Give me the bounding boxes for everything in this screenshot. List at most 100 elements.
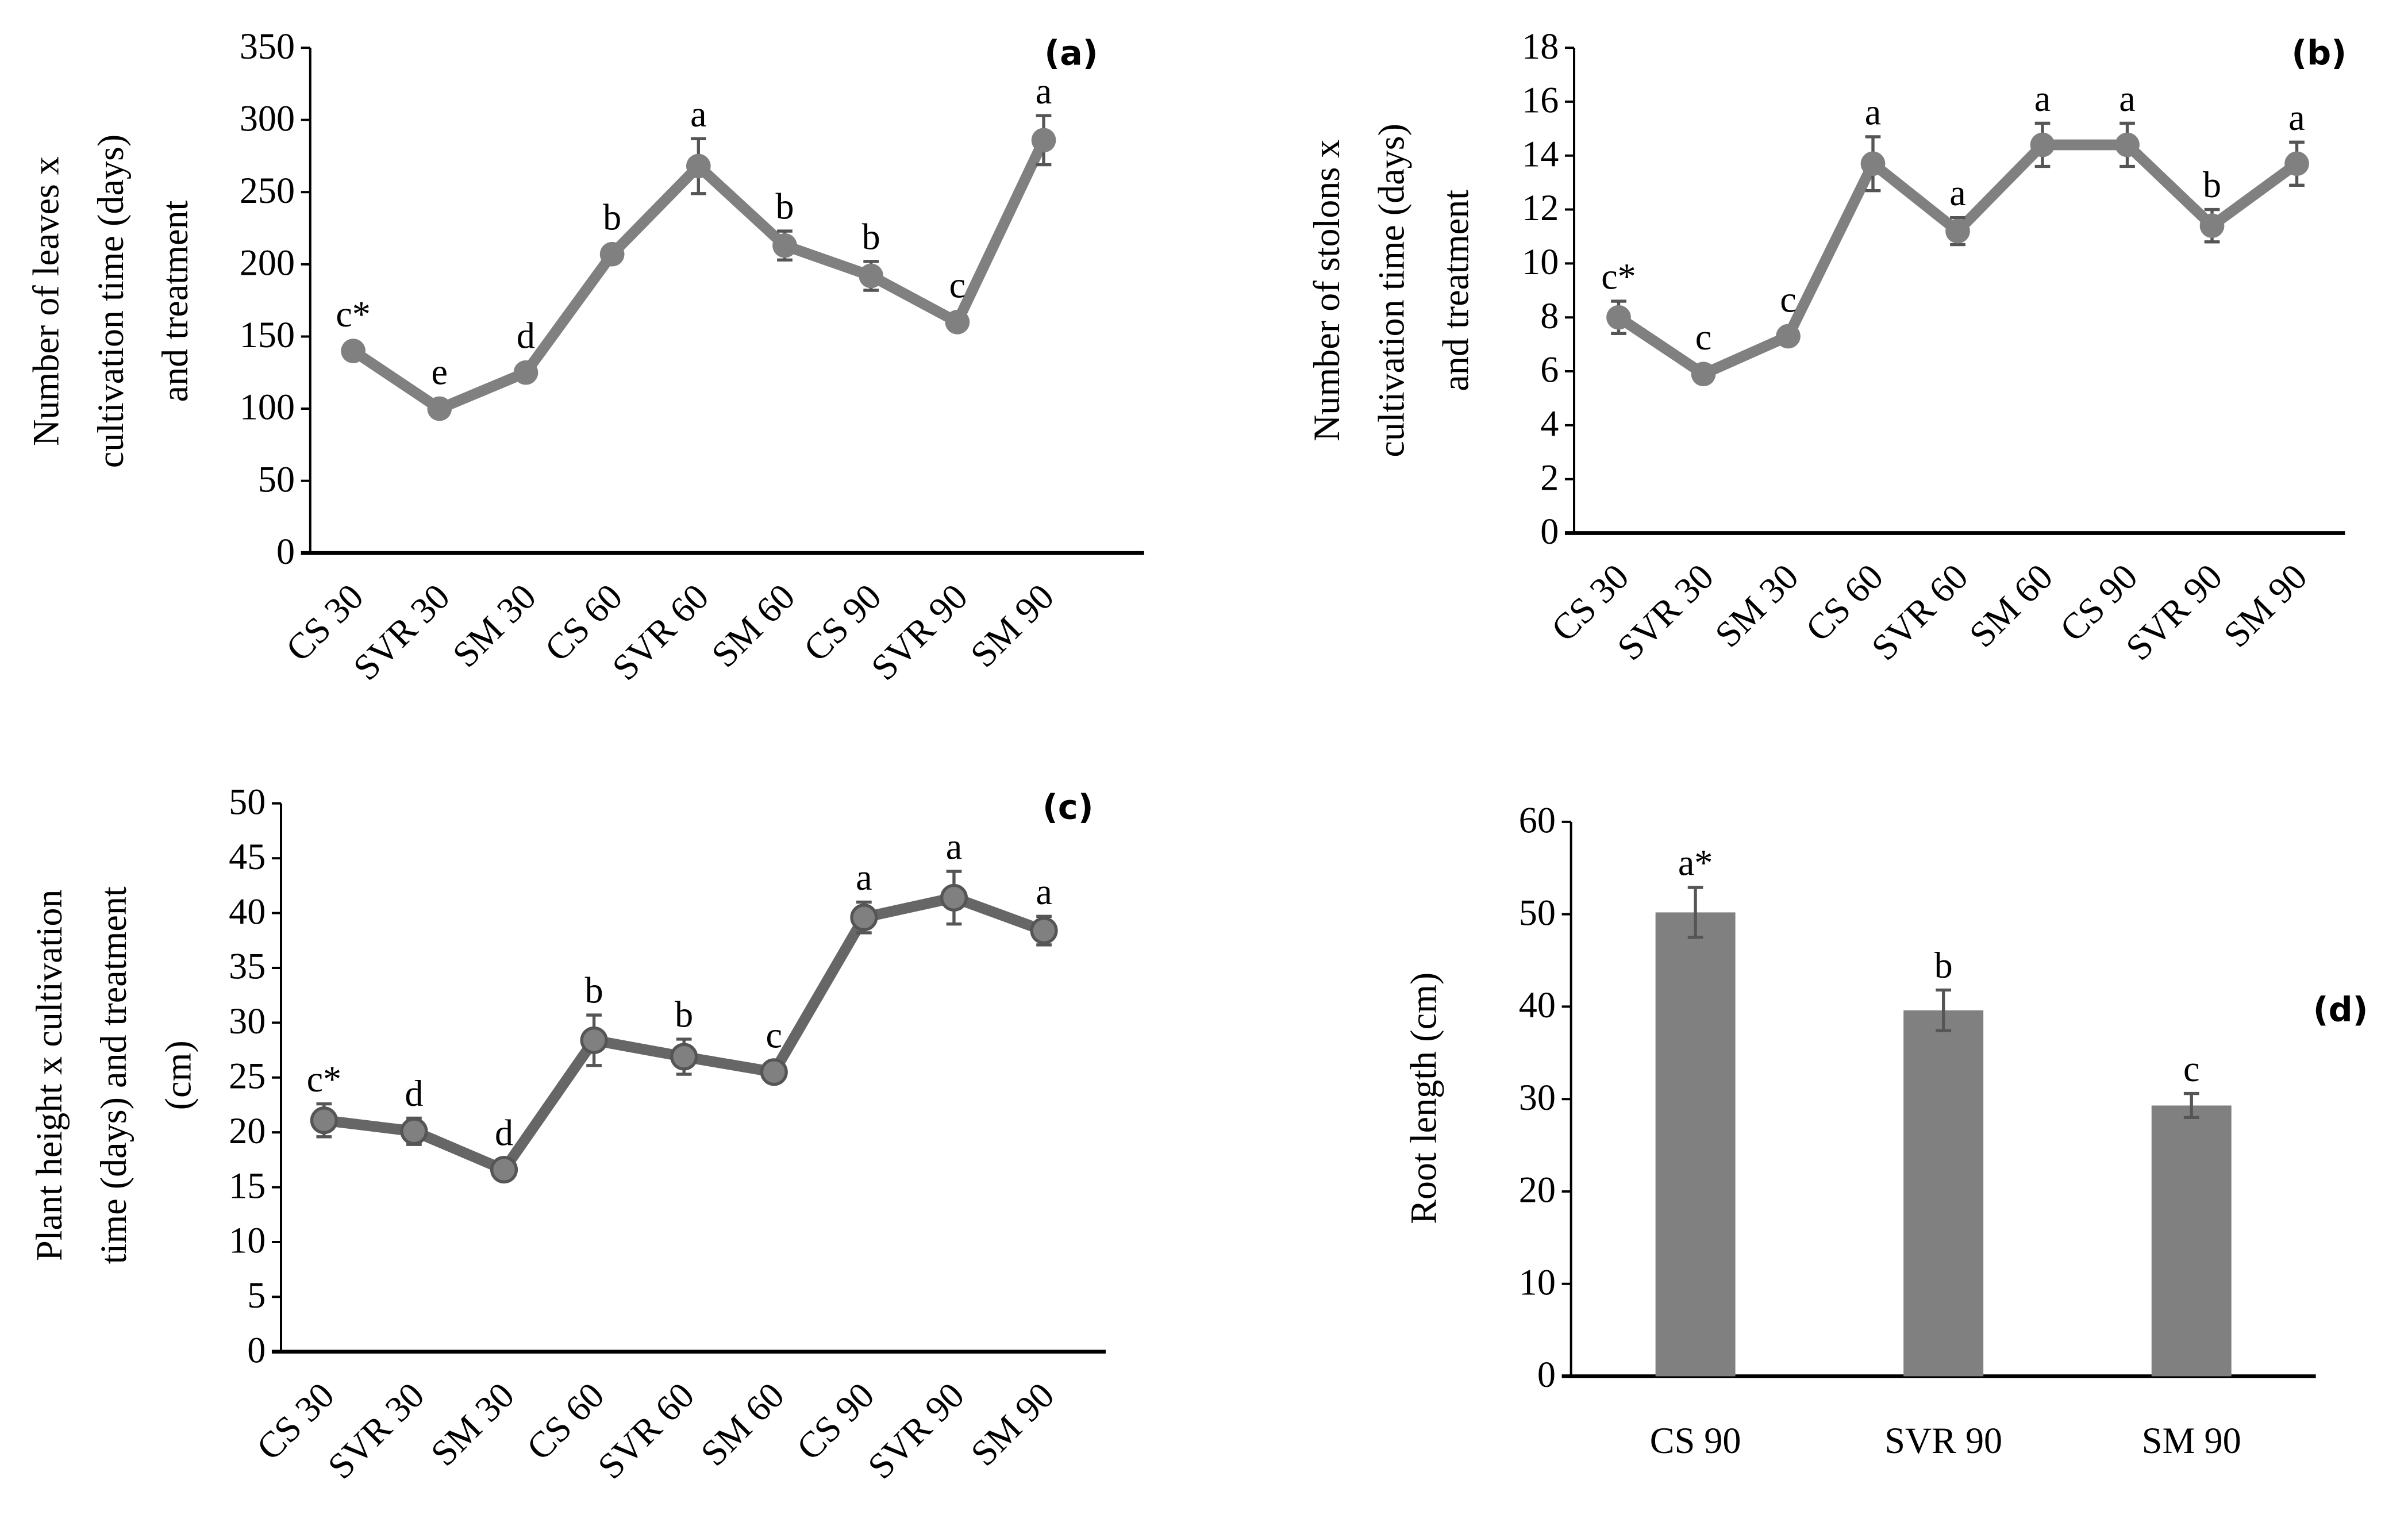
x-tick-label: SM 90	[963, 1375, 1061, 1474]
data-point	[490, 1156, 518, 1184]
x-tick-label: SM 90	[963, 576, 1061, 675]
x-tick-label: SVR 30	[345, 576, 457, 688]
significance-letter: a	[2119, 78, 2135, 119]
panel-label: (b)	[2291, 33, 2347, 72]
significance-letter: d	[495, 1112, 513, 1153]
data-point	[945, 309, 970, 335]
y-axis-label: cultivation time (days)	[1371, 124, 1411, 458]
y-tick-label: 8	[1540, 295, 1559, 336]
significance-letter: d	[517, 315, 535, 356]
y-tick-label: 50	[258, 459, 295, 499]
x-tick-label: SM 60	[703, 576, 802, 675]
x-tick-label: SVR 90	[2118, 556, 2230, 668]
y-tick-label: 0	[1537, 1354, 1556, 1395]
chart-panel-1: 0 2 4 6 8 10 12 14 16 18 Number of stolons x cultiv…	[1306, 26, 2347, 668]
significance-letter: c	[949, 265, 965, 306]
significance-letter: a	[2034, 78, 2051, 119]
y-tick-label: 20	[229, 1110, 266, 1151]
y-tick-label: 16	[1522, 80, 1559, 121]
data-point	[427, 396, 452, 421]
x-tick-label: SM 60	[1961, 556, 2060, 655]
y-tick-label: 250	[240, 170, 295, 211]
y-axis-label: Plant height x cultivation	[29, 890, 70, 1262]
data-point	[1691, 362, 1716, 387]
data-point	[2284, 151, 2309, 176]
x-tick-label: SVR 90	[860, 1375, 972, 1487]
data-point	[670, 1043, 698, 1071]
significance-letter: c	[1695, 317, 1711, 357]
x-tick-label: SVR 60	[1864, 556, 1976, 668]
x-tick-label: SM 90	[2142, 1420, 2241, 1461]
bar	[1903, 1010, 1984, 1377]
y-tick-label: 45	[229, 836, 266, 877]
y-tick-label: 150	[240, 314, 295, 355]
significance-letter: b	[2203, 164, 2221, 205]
x-tick-label: SVR 60	[604, 576, 716, 688]
significance-letter: c	[2183, 1048, 2199, 1089]
data-point	[772, 233, 797, 258]
y-tick-label: 200	[240, 243, 295, 283]
data-point	[940, 883, 968, 912]
significance-letter: a	[856, 857, 872, 898]
significance-letter: a	[1949, 172, 1965, 213]
panel-label: (d)	[2313, 990, 2368, 1029]
significance-letter: b	[603, 197, 621, 238]
data-point	[599, 241, 625, 267]
y-tick-label: 5	[247, 1275, 266, 1316]
data-point	[2030, 132, 2055, 157]
y-tick-label: 4	[1540, 403, 1559, 444]
significance-letter: a	[1036, 871, 1052, 912]
significance-letter: b	[675, 994, 693, 1035]
significance-letter: a	[690, 94, 706, 134]
y-tick-label: 15	[229, 1165, 266, 1206]
significance-letter: c*	[307, 1059, 342, 1100]
y-axis-label: Number of leaves x	[26, 156, 67, 446]
x-tick-label: CS 90	[1650, 1420, 1741, 1461]
data-point	[2115, 132, 2140, 157]
significance-letter: c	[766, 1014, 782, 1055]
y-tick-label: 0	[1540, 511, 1559, 552]
significance-letter: c	[1780, 279, 1796, 320]
y-tick-label: 350	[240, 26, 295, 67]
significance-letter: a	[1865, 92, 1881, 133]
x-tick-label: SM 30	[445, 576, 544, 675]
data-point	[686, 153, 711, 179]
chart-panel-3: 0 10 20 30 40 50 60 Root length (cm) (d) a* CS 90 b…	[1403, 800, 2368, 1462]
significance-letter: a	[946, 826, 962, 867]
y-tick-label: 18	[1522, 26, 1559, 67]
data-point	[1031, 128, 1056, 153]
data-point	[513, 360, 538, 385]
y-axis-label: and treatment	[155, 200, 195, 402]
y-tick-label: 10	[229, 1220, 266, 1261]
y-tick-label: 30	[229, 1001, 266, 1041]
panel-label: (a)	[1044, 33, 1098, 72]
x-tick-label: SVR 60	[590, 1375, 702, 1487]
significance-letter: a	[2288, 97, 2305, 138]
data-point	[341, 339, 366, 363]
x-tick-label: SM 90	[2215, 556, 2314, 655]
data-point	[1860, 151, 1886, 176]
x-tick-label: SM 30	[423, 1375, 522, 1474]
y-tick-label: 20	[1519, 1170, 1556, 1210]
y-axis-label: and treatment	[1436, 190, 1476, 391]
data-point	[850, 904, 878, 932]
data-point	[580, 1026, 608, 1054]
y-axis-label: (cm)	[157, 1040, 198, 1110]
data-point	[760, 1058, 788, 1086]
chart-panel-0: 0 50 100 150 200 250 300 350 Number of leaves x c…	[26, 26, 1144, 688]
significance-letter: c*	[1601, 256, 1636, 297]
significance-letter: b	[775, 186, 794, 227]
data-point	[2199, 213, 2225, 239]
y-tick-label: 30	[1519, 1077, 1556, 1118]
data-point	[859, 263, 884, 289]
y-axis-label: cultivation time (days)	[90, 134, 131, 468]
x-tick-label: SM 60	[693, 1375, 792, 1474]
y-axis-label: time (days) and treatment	[93, 886, 134, 1264]
significance-letter: e	[432, 351, 448, 392]
data-point	[1776, 324, 1801, 349]
y-tick-label: 14	[1522, 133, 1559, 174]
data-point	[1606, 305, 1631, 330]
significance-letter: a*	[1678, 843, 1713, 883]
y-tick-label: 10	[1519, 1262, 1556, 1302]
